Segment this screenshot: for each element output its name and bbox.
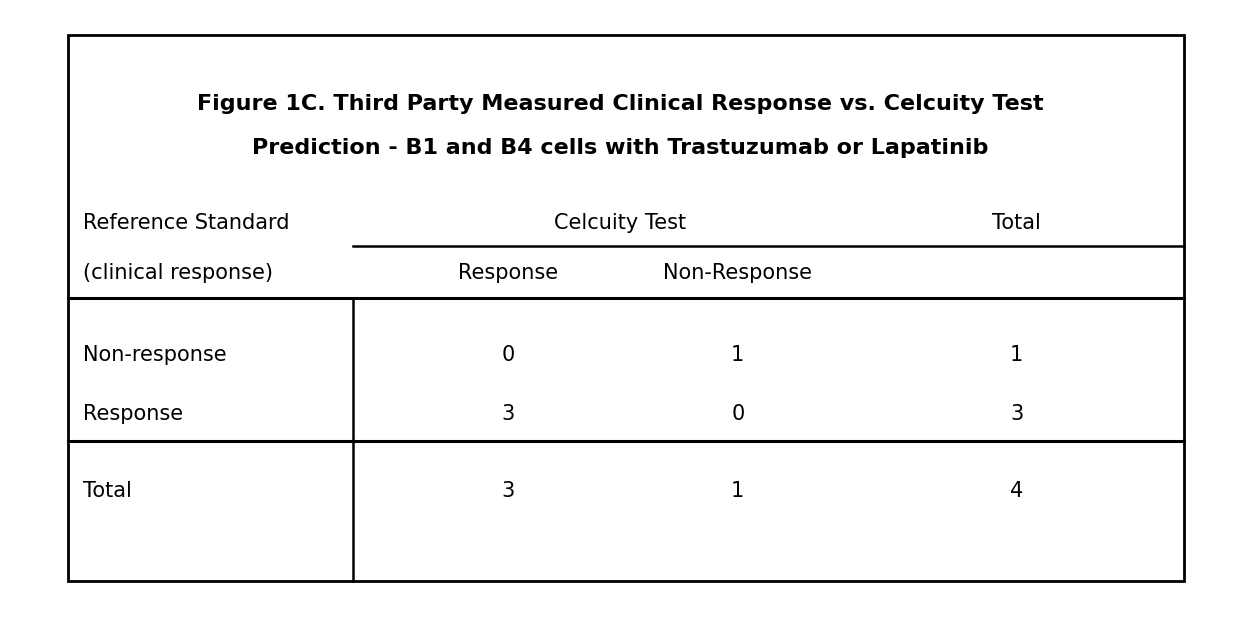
Text: Prediction - B1 and B4 cells with Trastuzumab or Lapatinib: Prediction - B1 and B4 cells with Trastu… [252, 138, 988, 158]
Text: Total: Total [83, 481, 131, 501]
Text: Response: Response [459, 263, 558, 283]
Text: 1: 1 [1011, 345, 1023, 365]
Text: Non-Response: Non-Response [663, 263, 812, 283]
Text: (clinical response): (clinical response) [83, 263, 273, 283]
Text: 0: 0 [732, 404, 744, 425]
Text: 0: 0 [502, 345, 515, 365]
Text: Response: Response [83, 404, 184, 425]
Text: 3: 3 [502, 481, 515, 501]
Text: Reference Standard: Reference Standard [83, 213, 290, 233]
Text: Total: Total [992, 213, 1042, 233]
Text: Non-response: Non-response [83, 345, 227, 365]
Text: 1: 1 [732, 481, 744, 501]
Text: 3: 3 [502, 404, 515, 425]
Text: 1: 1 [732, 345, 744, 365]
Text: Figure 1C. Third Party Measured Clinical Response vs. Celcuity Test: Figure 1C. Third Party Measured Clinical… [197, 94, 1043, 114]
Text: 3: 3 [1011, 404, 1023, 425]
Text: Celcuity Test: Celcuity Test [554, 213, 686, 233]
Text: 4: 4 [1011, 481, 1023, 501]
